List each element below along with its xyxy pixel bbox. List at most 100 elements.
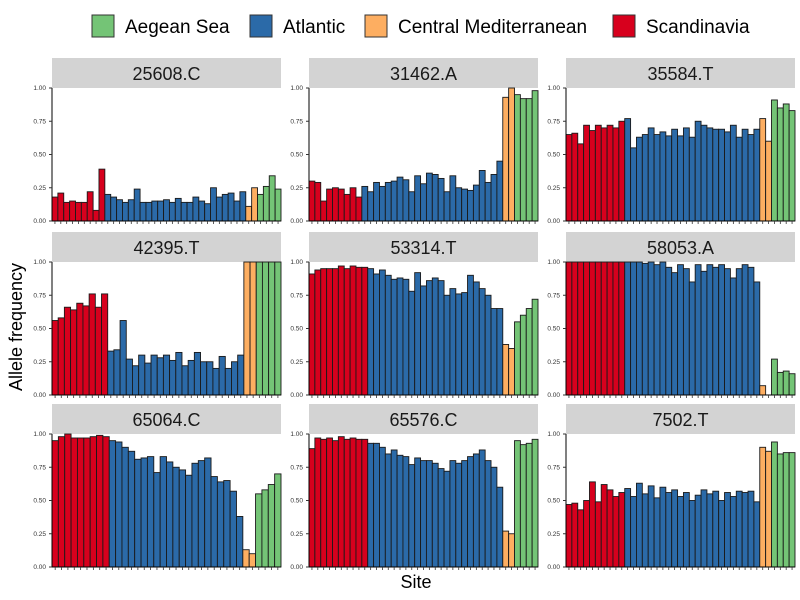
bar [379,446,386,568]
bar [753,128,761,222]
y-tick-label: 0.00 [33,564,46,571]
bar [449,288,457,396]
bar [233,200,241,222]
legend-label: Central Mediterranean [398,17,587,38]
bar [618,120,626,222]
bar [373,442,380,568]
bar [776,453,784,568]
bar [172,466,180,568]
bar [314,269,322,396]
bar [425,172,433,222]
bar [89,436,97,568]
bar [420,183,427,222]
bar [490,308,498,396]
y-tick-label: 0.75 [547,118,560,125]
bar [251,187,258,222]
bar [443,191,451,222]
bar [508,348,515,396]
bar [641,493,649,568]
bar [373,181,380,222]
bar [583,124,590,222]
facet-25608-c: 25608.C 0.00 0.25 0.50 0.75 1.00 [33,58,282,225]
bar [565,261,573,396]
x-axis-label: Site [400,572,431,592]
bar [367,191,375,222]
bar [140,457,148,568]
bar [514,321,521,396]
bar [178,469,187,568]
bar [180,201,188,222]
bar [198,200,206,222]
bar [653,134,661,222]
y-tick-label: 0.00 [290,392,303,399]
bar [102,436,110,568]
bar [484,294,492,396]
y-tick-label: 0.00 [547,218,560,225]
bar [461,292,468,396]
legend-label: Atlantic [283,17,345,38]
bar [245,205,253,222]
bar [630,496,637,568]
bar [127,450,136,568]
bar [355,196,363,222]
bar [63,306,72,396]
bar [624,118,632,222]
bar [191,462,199,568]
bar [153,472,161,568]
bar [166,461,174,568]
bar [694,264,702,396]
bar [525,308,533,396]
bar [594,501,602,568]
y-tick-label: 0.50 [33,498,46,505]
bar [641,262,649,396]
bar [682,268,690,396]
y-tick-label: 0.75 [290,464,303,471]
bar [594,124,602,222]
bar [163,199,170,222]
bar [431,462,439,568]
bar [641,134,649,222]
bar [425,280,433,396]
bar [332,268,339,396]
bar [431,277,439,396]
bar [583,500,590,568]
bar [157,200,165,222]
bar [379,269,386,396]
bar [577,509,585,568]
y-tick-label: 0.00 [547,392,560,399]
y-tick-label: 0.25 [33,185,46,192]
bar [712,490,720,568]
y-tick-label: 0.75 [33,118,46,125]
bar [216,481,225,568]
bar [355,266,363,396]
bar [700,489,708,568]
legend: Aegean Sea Atlantic Central Mediterranean S… [91,14,750,38]
bar [76,437,85,568]
bar [204,203,211,222]
bar [600,261,608,396]
facet-strip [52,232,281,262]
bar [88,293,96,396]
bar [671,272,679,396]
y-tick-label: 1.00 [290,259,303,266]
bar [51,440,59,568]
y-tick-label: 1.00 [547,259,560,266]
bar [320,438,328,568]
bar [355,438,363,568]
bar [268,261,276,396]
bars [51,433,282,568]
bar [671,489,679,568]
bar [425,460,433,568]
bar [700,124,708,222]
bar [443,294,451,396]
y-tick-label: 0.00 [33,218,46,225]
bar [249,261,257,396]
bar [248,553,257,568]
bar [132,365,140,396]
bar [326,188,333,222]
facet-31462-a: 31462.A 0.00 0.25 0.50 0.75 1.00 [290,58,539,225]
bar [210,187,217,222]
facet-65064-c: 65064.C 0.00 0.25 0.50 0.75 1.00 [33,404,282,571]
bar [502,344,510,396]
bar [735,268,743,396]
